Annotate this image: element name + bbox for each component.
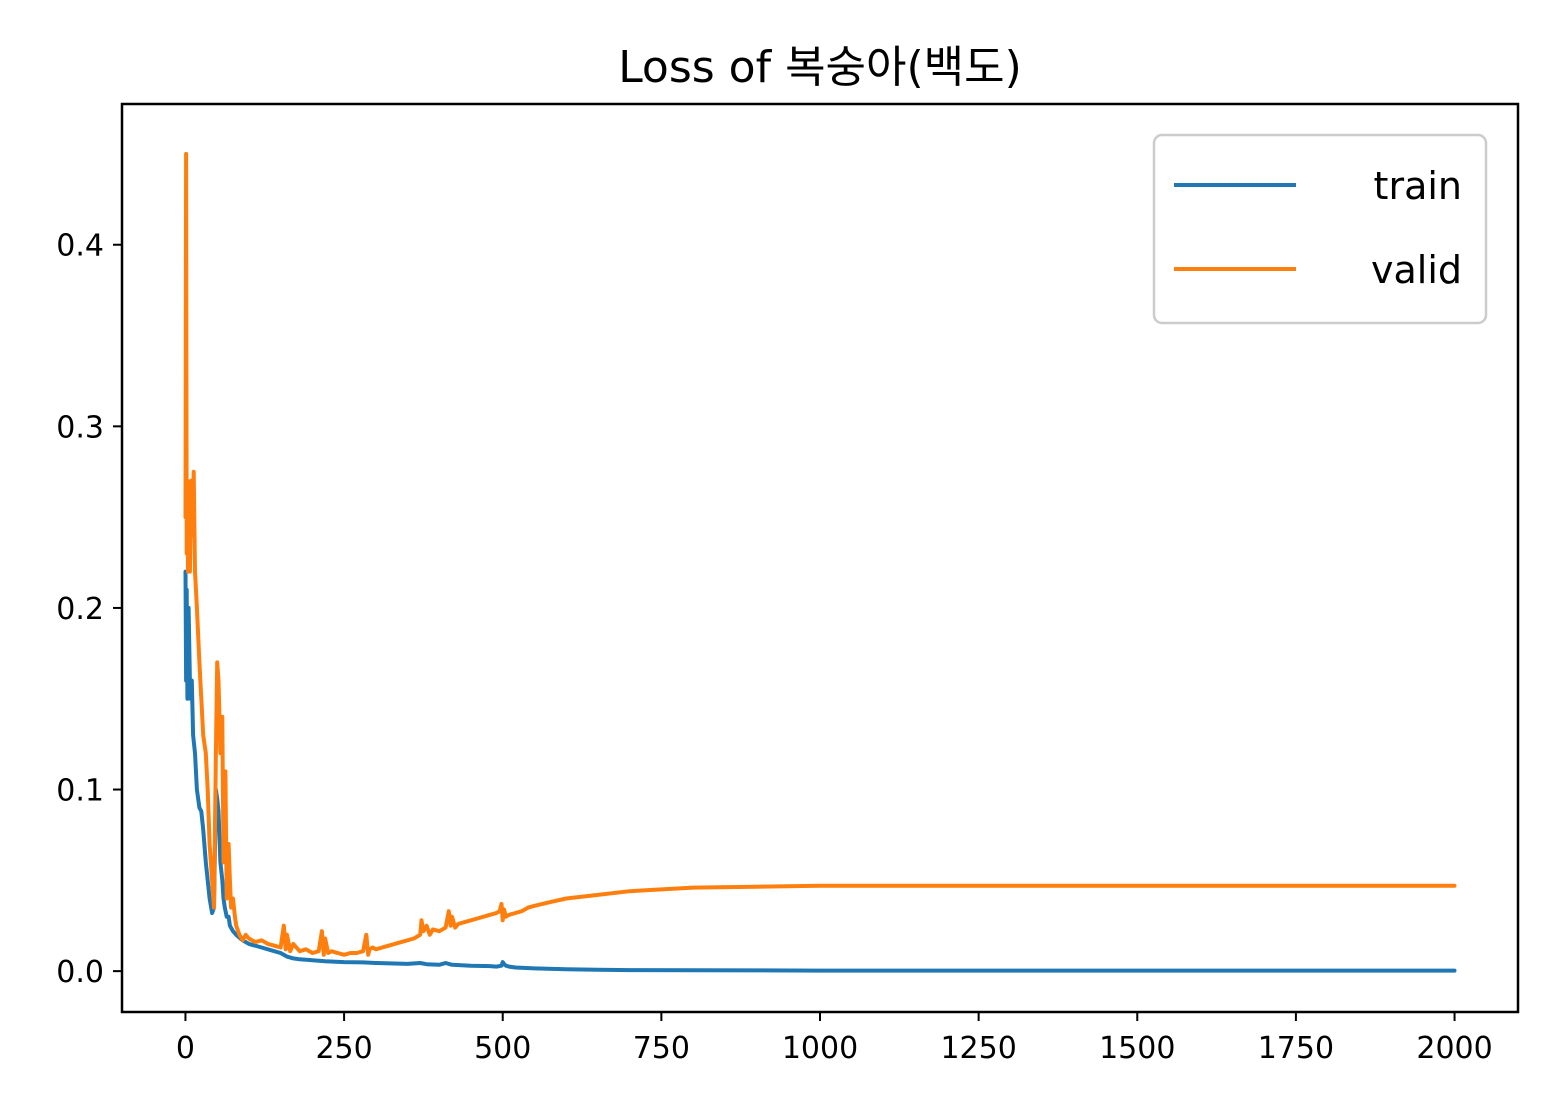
series-layer xyxy=(183,151,1457,973)
x-tick-label: 1000 xyxy=(782,1031,858,1066)
legend-label-train: train xyxy=(1374,164,1462,208)
y-tick-label: 0.4 xyxy=(56,229,104,264)
x-axis: 0 250 500 750 1000 1250 1500 1750 2000 xyxy=(176,1012,1493,1066)
series-line-train xyxy=(183,569,1457,973)
x-tick-label: 1750 xyxy=(1258,1031,1334,1066)
y-tick-label: 0.2 xyxy=(56,592,104,627)
y-tick-label: 0.0 xyxy=(56,955,104,990)
legend-box xyxy=(1152,133,1488,325)
x-tick-label: 500 xyxy=(474,1031,531,1066)
x-tick-label: 2000 xyxy=(1416,1031,1492,1066)
x-tick-label: 0 xyxy=(176,1031,195,1066)
y-axis: 0.0 0.1 0.2 0.3 0.4 xyxy=(56,229,122,990)
y-tick-label: 0.1 xyxy=(56,774,104,809)
x-tick-label: 1500 xyxy=(1099,1031,1175,1066)
x-tick-label: 750 xyxy=(633,1031,690,1066)
legend-label-valid: valid xyxy=(1371,248,1462,292)
legend: train valid xyxy=(1152,133,1488,325)
y-tick-label: 0.3 xyxy=(56,410,104,445)
x-tick-label: 1250 xyxy=(940,1031,1016,1066)
chart-title: Loss of 복숭아(백도) xyxy=(618,42,1022,93)
series-line-valid xyxy=(183,151,1457,957)
x-tick-label: 250 xyxy=(315,1031,372,1066)
